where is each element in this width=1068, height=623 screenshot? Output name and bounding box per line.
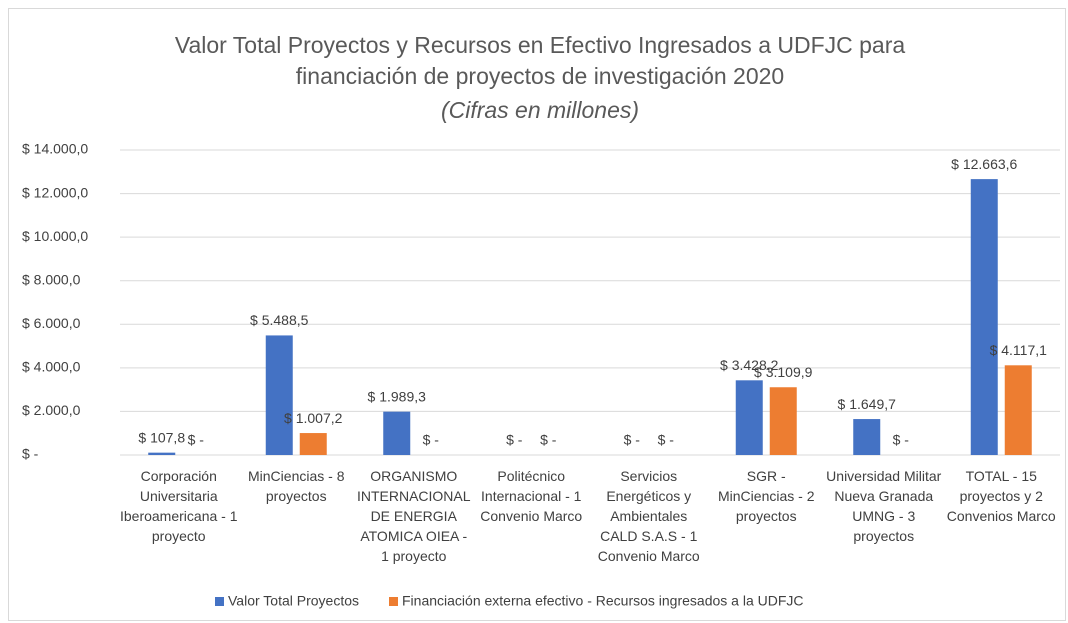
value-label: $ 1.989,3 — [368, 388, 427, 404]
value-label: $ 4.117,1 — [990, 342, 1048, 358]
bar — [735, 380, 763, 455]
value-label: $ 1.007,2 — [284, 410, 343, 426]
value-label: $ 107,8 — [138, 429, 185, 445]
x-tick-label: Servicios Energéticos y Ambientales CALD… — [597, 468, 700, 564]
legend-swatch — [389, 597, 398, 606]
bar — [383, 411, 411, 455]
x-tick-label: MinCiencias - 8 proyectos — [248, 468, 345, 504]
value-label: $ 5.488,5 — [250, 312, 309, 328]
y-tick-label: $ 6.000,0 — [22, 315, 81, 331]
y-tick-label: $ 2.000,0 — [22, 402, 81, 418]
value-label: $ - — [423, 432, 440, 448]
x-tick-label: Universidad Militar Nueva Granada UMNG -… — [826, 468, 942, 544]
x-tick-label: ORGANISMO INTERNACIONAL DE ENERGIA ATOMI… — [356, 468, 471, 564]
bar — [853, 419, 881, 455]
y-tick-label: $ 12.000,0 — [22, 184, 88, 200]
value-label: $ - — [893, 432, 910, 448]
value-label: $ 12.663,6 — [951, 156, 1017, 172]
x-tick-label: Corporación Universitaria Iberoamericana… — [119, 468, 238, 544]
x-tick-label: Politécnico Internacional - 1 Convenio M… — [480, 468, 583, 524]
legend-label: Valor Total Proyectos — [228, 593, 359, 609]
value-label: $ - — [188, 432, 205, 448]
value-label: $ 1.649,7 — [838, 396, 897, 412]
bar — [970, 179, 998, 455]
bar — [265, 335, 293, 455]
legend-swatch — [215, 597, 224, 606]
y-tick-label: $ 10.000,0 — [22, 228, 88, 244]
bar — [769, 387, 797, 455]
value-label: $ - — [540, 432, 557, 448]
chart-title: Valor Total Proyectos y Recursos en Efec… — [174, 32, 906, 89]
y-tick-label: $ 4.000,0 — [22, 359, 81, 375]
y-tick-label: $ - — [22, 446, 39, 462]
chart-frame — [8, 8, 1066, 621]
bar — [1004, 365, 1032, 455]
value-label: $ 3.428,2 — [720, 357, 779, 373]
bar — [299, 433, 327, 455]
y-tick-label: $ 8.000,0 — [22, 271, 81, 287]
legend-label: Financiación externa efectivo - Recursos… — [402, 593, 804, 609]
x-tick-label: SGR - MinCiencias - 2 proyectos — [718, 468, 815, 524]
value-label: $ - — [658, 432, 675, 448]
chart-subtitle: (Cifras en millones) — [440, 97, 640, 123]
x-tick-label: TOTAL - 15 proyectos y 2 Convenios Marco — [946, 468, 1056, 524]
bar — [148, 452, 176, 455]
y-tick-label: $ 14.000,0 — [22, 141, 88, 157]
value-label: $ - — [624, 432, 641, 448]
value-label: $ - — [506, 432, 523, 448]
value-label: $ 3.109,9 — [754, 364, 813, 380]
